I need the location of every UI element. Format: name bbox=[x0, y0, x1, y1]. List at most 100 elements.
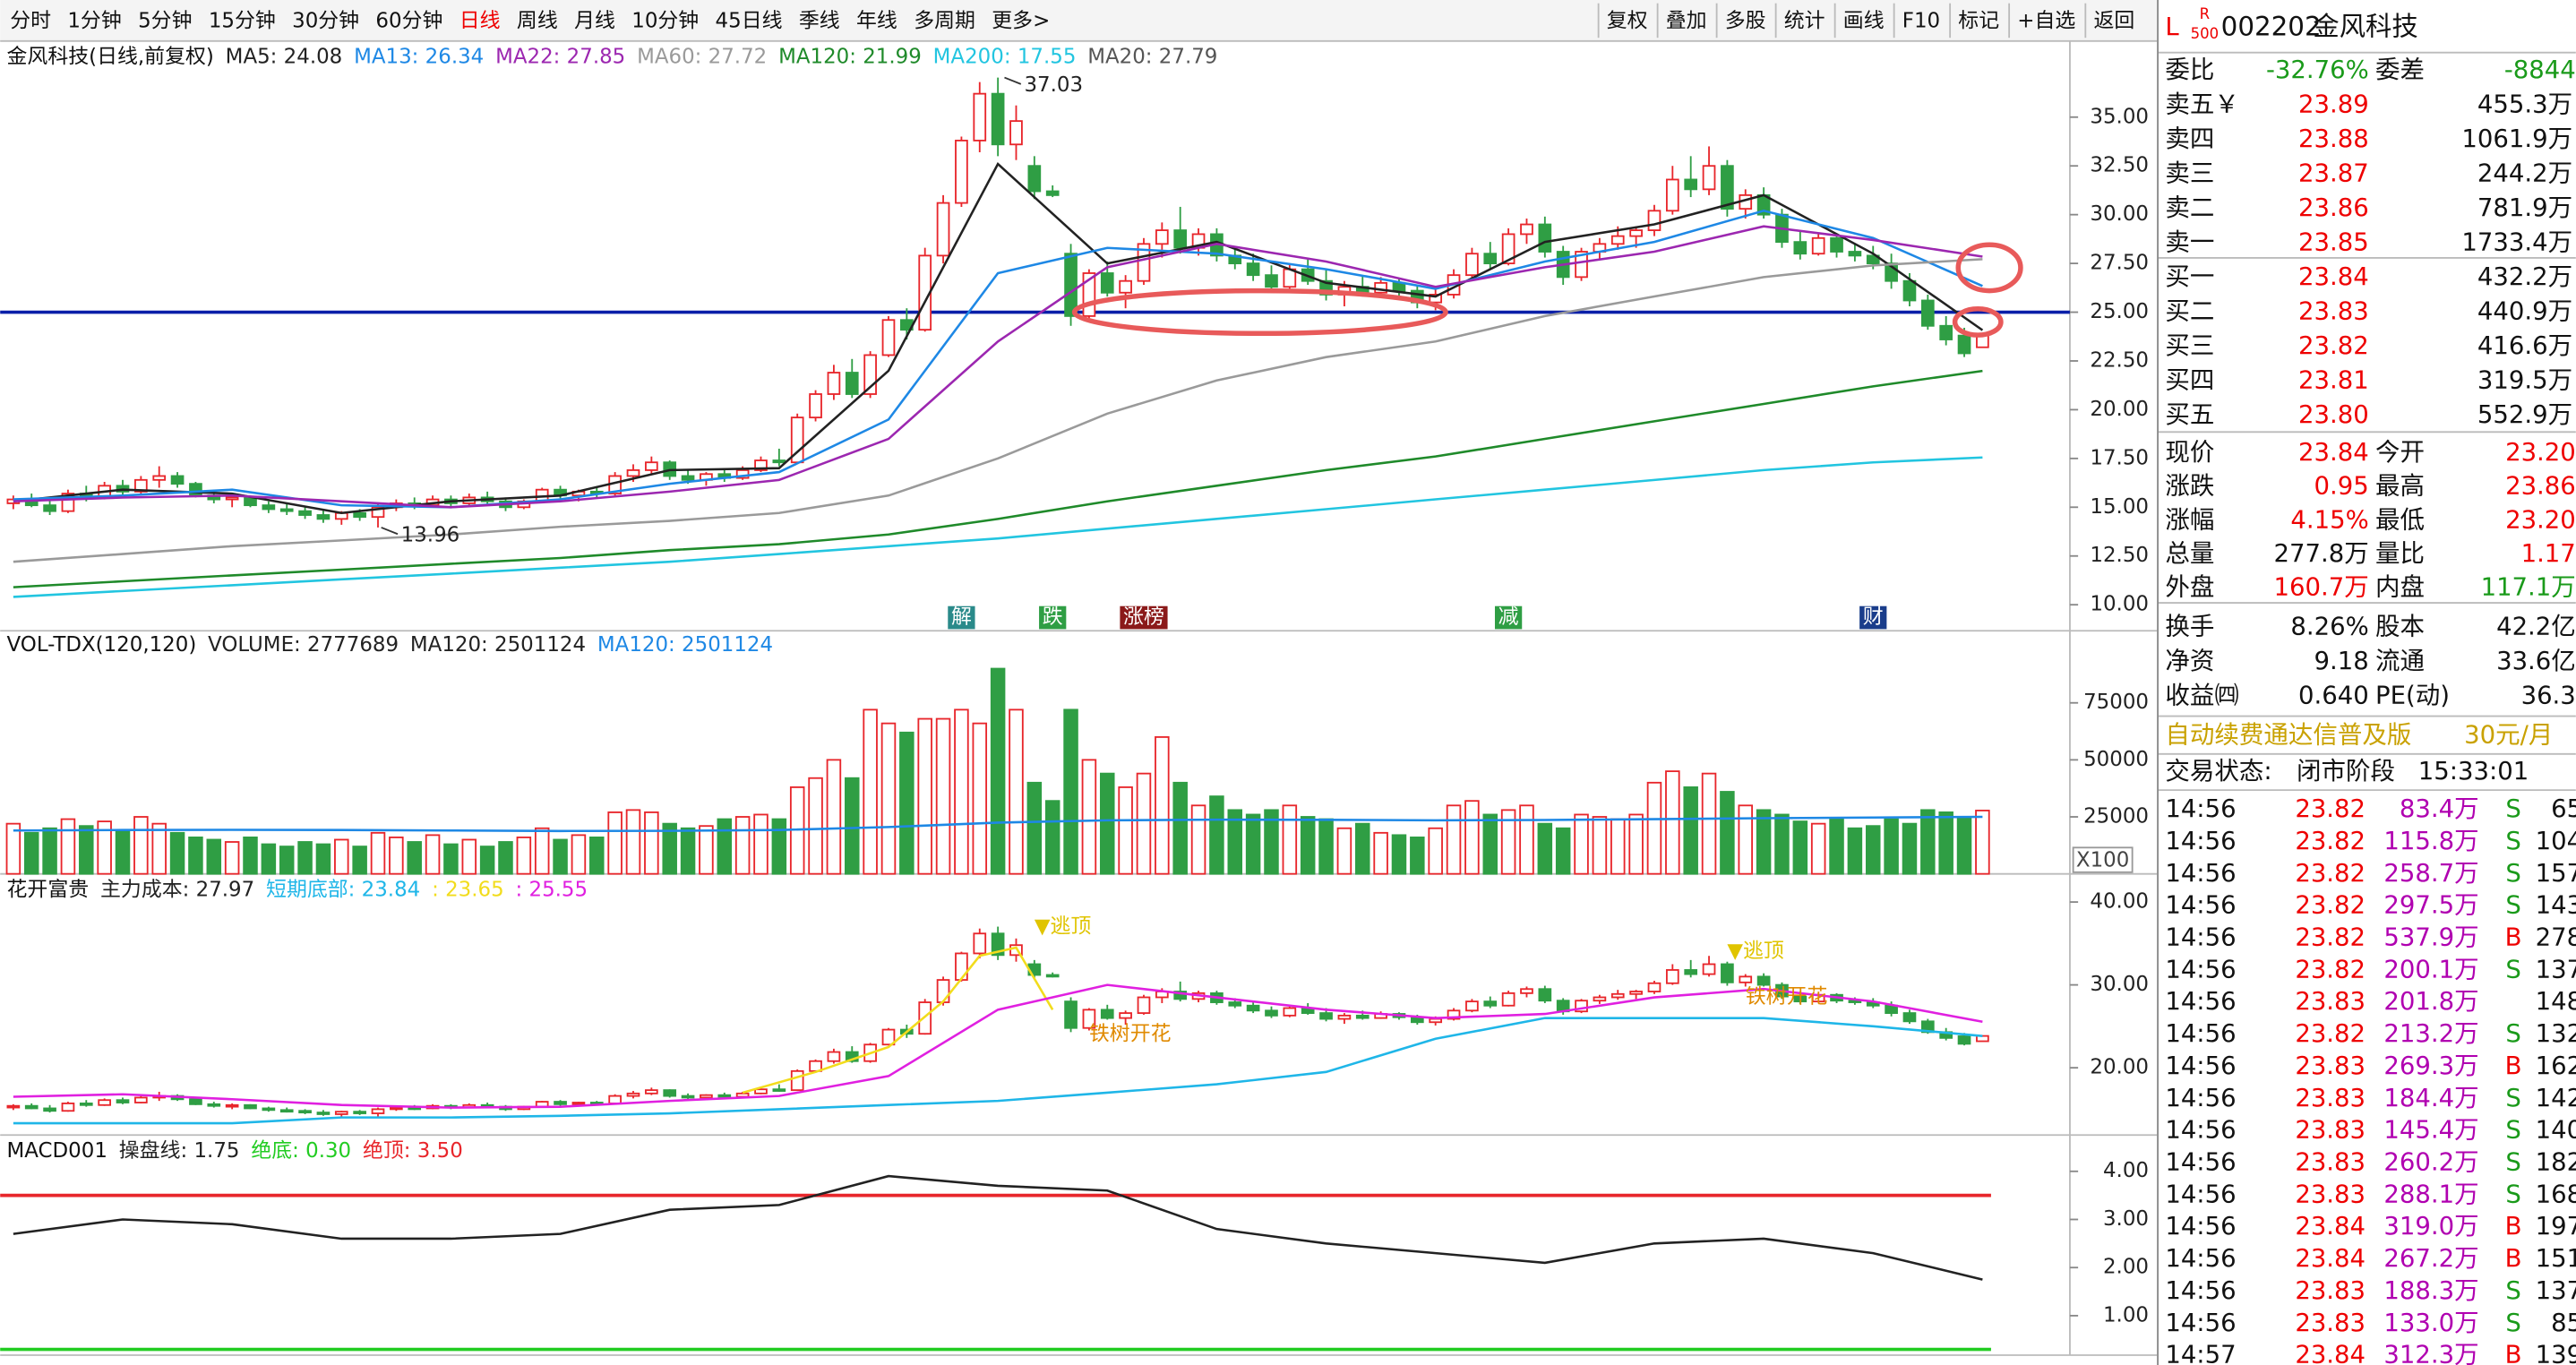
book-label: 买三 bbox=[2165, 331, 2214, 360]
tick-side: B bbox=[2505, 1212, 2522, 1241]
unit-box bbox=[2072, 846, 2134, 873]
book-volume: 432.2万 bbox=[2477, 262, 2572, 291]
legend-item: 绝底: 0.30 bbox=[251, 1139, 351, 1163]
plot-area: 37.0313.96解跌涨榜减财▼逃顶▼逃顶铁树开花铁树开花 bbox=[0, 73, 2070, 1352]
period-tab[interactable]: 日线 bbox=[459, 9, 501, 32]
candle-body bbox=[189, 1098, 202, 1105]
tool-button[interactable]: 复权 bbox=[1607, 9, 1648, 32]
volume-bar bbox=[1519, 804, 1534, 875]
tool-button[interactable]: +自选 bbox=[2017, 9, 2075, 32]
candle-body bbox=[1246, 1004, 1260, 1012]
promo-price[interactable]: 30元/月 bbox=[2464, 721, 2553, 750]
tool-button[interactable]: F10 bbox=[1902, 9, 1940, 32]
candle-body bbox=[1575, 251, 1588, 279]
tick-time: 14:56 bbox=[2165, 1180, 2236, 1208]
period-tab[interactable]: 1分钟 bbox=[67, 9, 121, 32]
tick-price: 23.83 bbox=[2295, 1276, 2366, 1305]
volume-bar bbox=[753, 813, 769, 875]
tick-count: 168 bbox=[2536, 1180, 2576, 1208]
period-tab[interactable]: 30分钟 bbox=[292, 9, 359, 32]
volume-bar bbox=[1100, 772, 1115, 875]
candle-body bbox=[1939, 324, 1953, 340]
book-label: 买五 bbox=[2165, 400, 2214, 429]
candle-body bbox=[1647, 210, 1662, 231]
tool-button[interactable]: 多股 bbox=[1725, 9, 1766, 32]
tick-side: B bbox=[2505, 1052, 2522, 1080]
legend-item: : 25.55 bbox=[516, 878, 588, 901]
tool-button[interactable]: 叠加 bbox=[1666, 9, 1707, 32]
candle-body bbox=[43, 1107, 56, 1112]
candle-body bbox=[1483, 1000, 1498, 1007]
period-tab[interactable]: 45日线 bbox=[716, 9, 783, 32]
legend-item: MA22: 27.85 bbox=[495, 46, 625, 69]
tool-button[interactable]: 统计 bbox=[1784, 9, 1825, 32]
period-tab[interactable]: 更多> bbox=[992, 9, 1050, 32]
volume-bar bbox=[1155, 735, 1170, 875]
candle-body bbox=[371, 506, 385, 519]
period-tab[interactable]: 分时 bbox=[10, 9, 51, 32]
tick-time: 14:56 bbox=[2165, 891, 2236, 920]
candle-body bbox=[61, 1103, 75, 1112]
stat-value: 9.18 bbox=[2314, 647, 2368, 675]
volume-bar bbox=[1738, 804, 1754, 875]
volume-bar bbox=[1956, 816, 1972, 875]
volume-bar bbox=[1300, 816, 1316, 875]
candle-body bbox=[98, 1099, 111, 1106]
candle-body bbox=[353, 1111, 366, 1114]
legend-item: 短期底部: 23.84 bbox=[266, 878, 420, 901]
candle-body bbox=[207, 1103, 221, 1107]
period-tab[interactable]: 多周期 bbox=[914, 9, 975, 32]
candle-body bbox=[554, 1101, 567, 1105]
period-tab[interactable]: 年线 bbox=[856, 9, 897, 32]
candle-body bbox=[1756, 975, 1771, 986]
value: -32.76% bbox=[2266, 56, 2369, 84]
y-tick-label: 10.00 bbox=[2090, 593, 2149, 616]
tool-button[interactable]: 标记 bbox=[1958, 9, 1999, 32]
y-tick-label: 22.50 bbox=[2090, 348, 2149, 372]
tool-button[interactable]: 返回 bbox=[2093, 9, 2134, 32]
volume-bar bbox=[297, 841, 313, 875]
candle-body bbox=[717, 1094, 732, 1098]
tick-price: 23.83 bbox=[2295, 1180, 2366, 1208]
y-tick-label: 15.00 bbox=[2090, 495, 2149, 519]
period-tab[interactable]: 月线 bbox=[574, 9, 615, 32]
volume-bar bbox=[935, 717, 951, 875]
legend-item: 操盘线: 1.75 bbox=[119, 1139, 240, 1163]
period-tab[interactable]: 10分钟 bbox=[631, 9, 699, 32]
candle-body bbox=[955, 139, 968, 204]
tick-time: 14:56 bbox=[2165, 1309, 2236, 1337]
candle-body bbox=[353, 511, 366, 519]
candle-body bbox=[1830, 236, 1843, 253]
candle-body bbox=[1957, 334, 1971, 355]
candle-body bbox=[134, 478, 148, 493]
tick-side: S bbox=[2505, 1148, 2520, 1177]
event-tag: 减 bbox=[1498, 605, 1519, 629]
volume-bar bbox=[1884, 818, 1899, 875]
tick-price: 23.82 bbox=[2295, 859, 2366, 888]
period-tab[interactable]: 周线 bbox=[517, 9, 558, 32]
indicator-line bbox=[13, 369, 1983, 588]
volume-bar bbox=[1720, 791, 1735, 875]
book-volume: 440.9万 bbox=[2477, 296, 2572, 325]
tick-price: 23.84 bbox=[2295, 1244, 2366, 1273]
book-label: 卖三 bbox=[2165, 159, 2214, 187]
volume-bar bbox=[188, 837, 203, 875]
volume-bar bbox=[1975, 810, 1990, 875]
signal-label: 铁树开花 bbox=[1746, 985, 1828, 1009]
candle-body bbox=[79, 1103, 93, 1106]
tick-time: 14:56 bbox=[2165, 923, 2236, 952]
tick-volume: 260.2万 bbox=[2383, 1148, 2478, 1177]
period-tab[interactable]: 60分钟 bbox=[375, 9, 442, 32]
book-volume: 1061.9万 bbox=[2461, 124, 2572, 153]
stock-name: 金风科技 bbox=[2313, 12, 2417, 42]
legend-item: VOL-TDX(120,120) bbox=[7, 633, 197, 657]
promo[interactable]: 自动续费通达信普及版 bbox=[2165, 721, 2411, 750]
tool-button[interactable]: 画线 bbox=[1843, 9, 1885, 32]
period-tab[interactable]: 5分钟 bbox=[138, 9, 192, 32]
period-tab[interactable]: 15分钟 bbox=[209, 9, 276, 32]
tick-side: S bbox=[2505, 1019, 2520, 1048]
candle-body bbox=[1721, 963, 1734, 983]
period-tab[interactable]: 季线 bbox=[799, 9, 840, 32]
candle-body bbox=[1538, 223, 1552, 253]
